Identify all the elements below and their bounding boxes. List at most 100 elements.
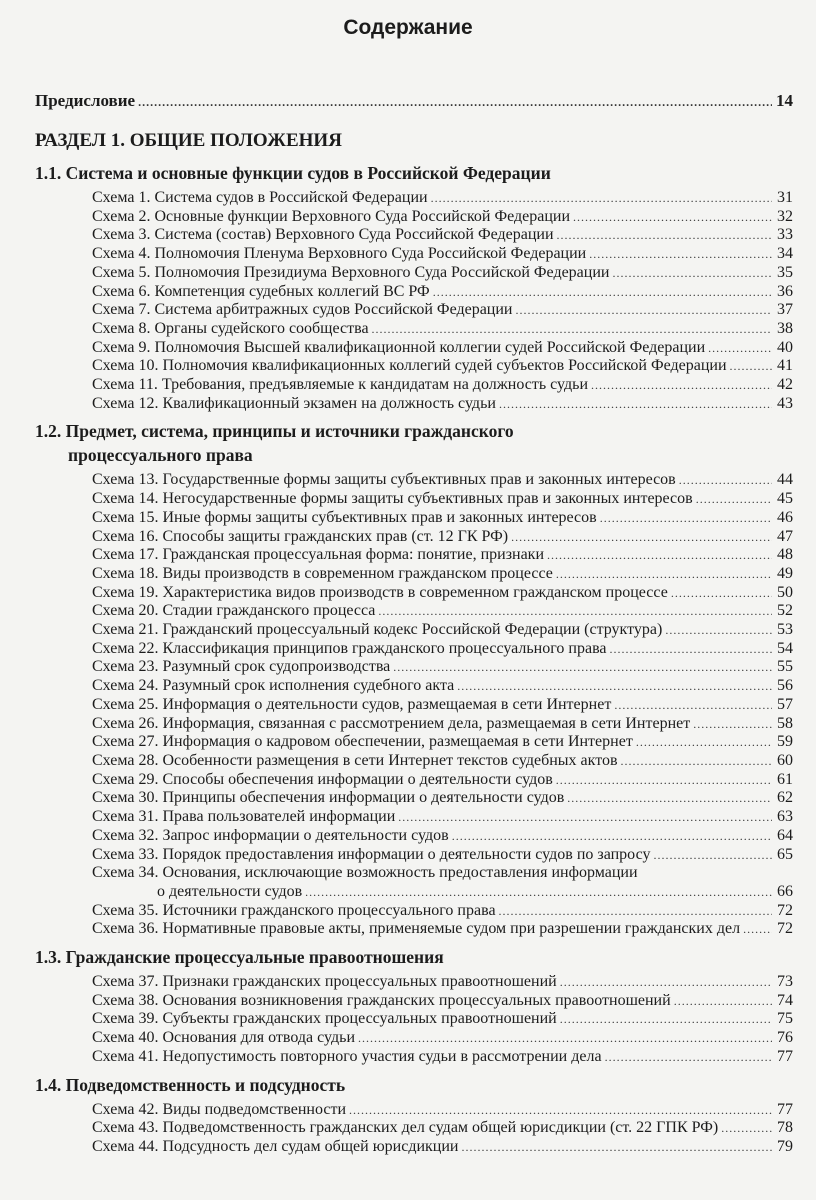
dot-leader: ........................................… xyxy=(678,473,772,488)
toc-entry[interactable]: Схема 16. Способы защиты гражданских пра… xyxy=(35,528,793,547)
toc-entry[interactable]: Схема 39. Субъекты гражданских процессуа… xyxy=(35,1010,793,1029)
toc-entry[interactable]: Схема 9. Полномочия Высшей квалификацион… xyxy=(35,339,793,358)
entry-title: Схема 37. Признаки гражданских процессуа… xyxy=(92,973,557,991)
dot-leader: ........................................… xyxy=(635,735,772,750)
toc-entry[interactable]: Схема 38. Основания возникновения гражда… xyxy=(35,992,793,1011)
entry-title: Схема 40. Основания для отвода судьи xyxy=(92,1029,356,1047)
dot-leader: ........................................… xyxy=(432,284,772,299)
toc-entry[interactable]: Схема 25. Информация о деятельности судо… xyxy=(35,696,793,715)
toc-entry[interactable]: Схема 14. Негосударственные формы защиты… xyxy=(35,490,793,509)
page-number: 74 xyxy=(777,991,793,1009)
page-number: 34 xyxy=(777,245,793,263)
entry-title: Схема 34. Основания, исключающие возможн… xyxy=(92,864,638,882)
toc-entry[interactable]: Схема 43. Подведомственность гражданских… xyxy=(35,1119,793,1138)
dot-leader: ........................................… xyxy=(567,791,772,806)
toc-entry[interactable]: Схема 40. Основания для отвода судьи....… xyxy=(35,1029,793,1048)
toc-entry[interactable]: Схема 37. Признаки гражданских процессуа… xyxy=(35,973,793,992)
entry-title: Схема 21. Гражданский процессуальный код… xyxy=(92,621,663,639)
page-number: 31 xyxy=(777,189,793,206)
page-number: 45 xyxy=(777,490,793,508)
toc-entry[interactable]: Схема 17. Гражданская процессуальная фор… xyxy=(35,546,793,565)
toc-entry[interactable]: Схема 2. Основные функции Верховного Суд… xyxy=(35,208,793,227)
toc-entry[interactable]: Схема 6. Компетенция судебных коллегий В… xyxy=(35,283,793,302)
toc-entry[interactable]: Схема 13. Государственные формы защиты с… xyxy=(35,471,793,490)
entry-title: Схема 22. Классификация принципов гражда… xyxy=(92,639,607,657)
dot-leader: ........................................… xyxy=(693,716,772,731)
toc-entry[interactable]: Схема 8. Органы судейского сообщества...… xyxy=(35,320,793,339)
page-number: 75 xyxy=(777,1010,793,1028)
toc-entry[interactable]: Схема 32. Запрос информации о деятельнос… xyxy=(35,827,793,846)
toc-entry[interactable]: Схема 26. Информация, связанная с рассмо… xyxy=(35,715,793,734)
toc-entry[interactable]: Схема 31. Права пользователей информации… xyxy=(35,808,793,827)
entry-title: Схема 10. Полномочия квалификационных ко… xyxy=(92,357,727,375)
dot-leader: ........................................… xyxy=(451,828,772,843)
toc-entry[interactable]: Схема 3. Система (состав) Верховного Суд… xyxy=(35,226,793,245)
toc-entry[interactable]: Схема 24. Разумный срок исполнения судеб… xyxy=(35,677,793,696)
toc-entry[interactable]: Схема 10. Полномочия квалификационных ко… xyxy=(35,357,793,376)
page-number: 41 xyxy=(777,357,793,375)
page-number: 54 xyxy=(777,639,793,657)
dot-leader: ........................................… xyxy=(461,1139,772,1154)
section-heading-line: 1.3. Гражданские процессуальные правоотн… xyxy=(35,947,444,968)
page-number: 44 xyxy=(777,471,793,489)
entry-title: Схема 7. Система арбитражных судов Росси… xyxy=(92,301,513,319)
entry-title: Схема 39. Субъекты гражданских процессуа… xyxy=(92,1010,557,1028)
dot-leader: ........................................… xyxy=(609,641,772,656)
toc-entry[interactable]: Схема 15. Иные формы защиты субъективных… xyxy=(35,509,793,528)
page-number: 47 xyxy=(777,527,793,545)
entry-title: Схема 23. Разумный срок судопроизводства xyxy=(92,658,391,676)
dot-leader: ........................................… xyxy=(673,993,772,1008)
toc-entry[interactable]: Схема 18. Виды производств в современном… xyxy=(35,565,793,584)
dot-leader: ........................................… xyxy=(457,679,772,694)
entry-title: Схема 16. Способы защиты гражданских пра… xyxy=(92,527,509,545)
page-number: 40 xyxy=(777,338,793,356)
dot-leader: ........................................… xyxy=(515,303,773,318)
toc-entry[interactable]: Схема 7. Система арбитражных судов Росси… xyxy=(35,301,793,320)
entry-title: Схема 41. Недопустимость повторного учас… xyxy=(92,1047,602,1065)
toc-entry[interactable]: Схема 36. Нормативные правовые акты, при… xyxy=(35,920,793,939)
toc-entry[interactable]: Схема 21. Гражданский процессуальный код… xyxy=(35,621,793,640)
page-number: 77 xyxy=(777,1100,793,1118)
toc-entry[interactable]: Схема 30. Принципы обеспечения информаци… xyxy=(35,789,793,808)
entry-title: Схема 20. Стадии гражданского процесса xyxy=(92,602,376,620)
toc-entry[interactable]: Схема 27. Информация о кадровом обеспече… xyxy=(35,733,793,752)
toc-entry[interactable]: Схема 22. Классификация принципов гражда… xyxy=(35,640,793,659)
toc-entry[interactable]: Схема 29. Способы обеспечения информации… xyxy=(35,771,793,790)
toc-entry[interactable]: Схема 12. Квалификационный экзамен на до… xyxy=(35,395,793,414)
page-number: 56 xyxy=(777,677,793,695)
page-number: 61 xyxy=(777,770,793,788)
entry-title: Схема 9. Полномочия Высшей квалификацион… xyxy=(92,338,706,356)
entry-title: Схема 8. Органы судейского сообщества xyxy=(92,319,369,337)
toc-entry[interactable]: Схема 44. Подсудность дел судам общей юр… xyxy=(35,1138,793,1157)
toc-entry[interactable]: Схема 20. Стадии гражданского процесса..… xyxy=(35,602,793,621)
dot-leader: ........................................… xyxy=(398,810,772,825)
dot-leader: ........................................… xyxy=(358,1031,772,1046)
toc-entry[interactable]: Предисловие.............................… xyxy=(35,90,793,113)
page-number: 43 xyxy=(777,394,793,412)
toc-entry[interactable]: Схема 42. Виды подведомственности.......… xyxy=(35,1101,793,1120)
page-number: 49 xyxy=(777,564,793,582)
toc-entry[interactable]: о деятельности судов....................… xyxy=(35,883,793,902)
dot-leader: ........................................… xyxy=(721,1121,772,1136)
entry-title: Схема 31. Права пользователей информации xyxy=(92,808,396,826)
toc-entry[interactable]: Схема 23. Разумный срок судопроизводства… xyxy=(35,658,793,677)
toc-entry[interactable]: Схема 33. Порядок предоставления информа… xyxy=(35,846,793,865)
toc-entry[interactable]: Схема 19. Характеристика видов производс… xyxy=(35,584,793,603)
section-heading: 1.2. Предмет, система, принципы и источн… xyxy=(35,419,793,467)
dot-leader: ........................................… xyxy=(612,265,772,280)
toc-entry[interactable]: Схема 11. Требования, предъявляемые к ка… xyxy=(35,376,793,395)
dot-leader: ........................................… xyxy=(743,922,772,937)
page-number: 14 xyxy=(776,91,793,110)
dot-leader: ........................................… xyxy=(349,1102,772,1117)
page-number: 60 xyxy=(777,751,793,769)
dot-leader: ........................................… xyxy=(653,847,772,862)
toc-entry[interactable]: Схема 4. Полномочия Пленума Верховного С… xyxy=(35,245,793,264)
toc-entry[interactable]: Схема 1. Система судов в Российской Феде… xyxy=(35,189,793,208)
toc-entry[interactable]: Схема 5. Полномочия Президиума Верховног… xyxy=(35,264,793,283)
section-heading-line: 1.4. Подведомственность и подсудность xyxy=(35,1074,346,1095)
toc-entry-line[interactable]: Схема 34. Основания, исключающие возможн… xyxy=(35,864,793,883)
toc-entry[interactable]: Схема 35. Источники гражданского процесс… xyxy=(35,902,793,921)
toc-entry[interactable]: Схема 28. Особенности размещения в сети … xyxy=(35,752,793,771)
page-number: 37 xyxy=(777,301,793,319)
toc-entry[interactable]: Схема 41. Недопустимость повторного учас… xyxy=(35,1048,793,1067)
